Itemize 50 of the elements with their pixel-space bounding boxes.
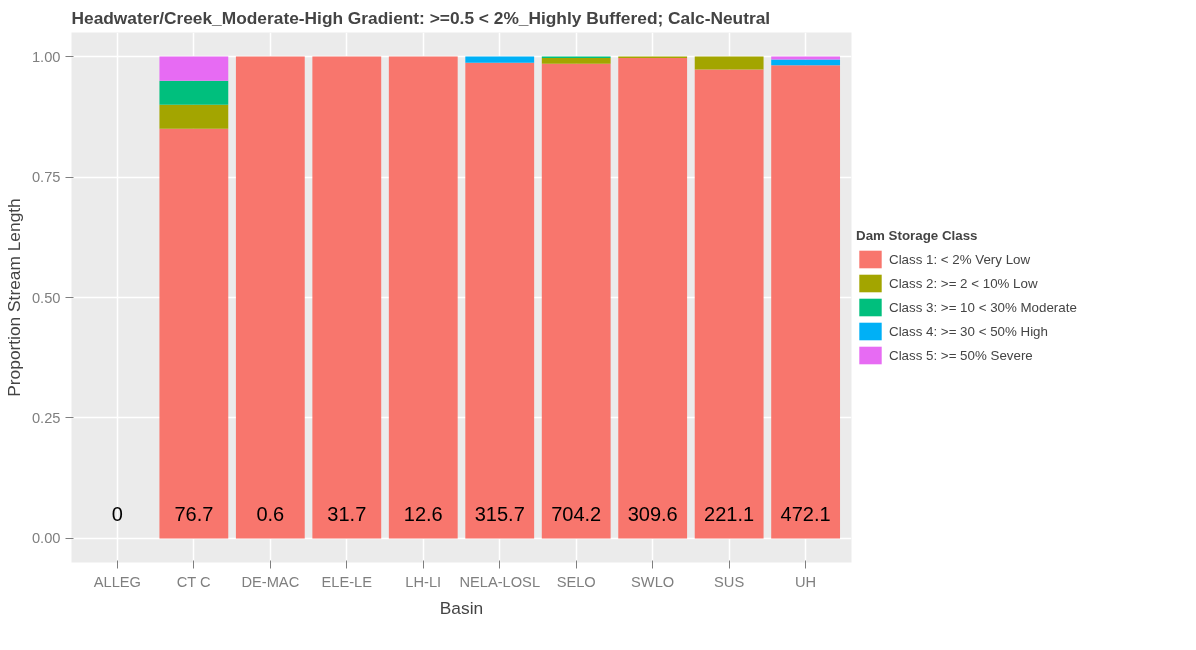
annotation: 0 <box>111 503 123 526</box>
legend-label: Class 5: >= 50% Severe <box>889 347 1033 363</box>
annotation: 31.7 <box>327 503 367 526</box>
x-tick-label: ALLEG <box>93 573 142 590</box>
legend-label: Class 4: >= 30 < 50% High <box>889 323 1048 339</box>
x-tick-label: LH-LI <box>405 573 442 590</box>
bar <box>694 56 764 70</box>
bar <box>388 56 458 539</box>
annotation: 12.6 <box>403 503 443 526</box>
legend-label: Class 2: >= 2 < 10% Low <box>889 275 1038 291</box>
bar <box>159 56 229 81</box>
x-tick-label: NELA-LOSL <box>459 573 541 590</box>
y-tick-label: 0.75 <box>31 169 61 186</box>
legend-title: Dam Storage Class <box>856 228 979 243</box>
x-tick-label: DE-MAC <box>241 573 300 590</box>
bar <box>541 58 611 64</box>
x-tick-label: SWLO <box>631 573 675 590</box>
x-tick-label: SUS <box>714 573 745 590</box>
bar <box>541 63 611 539</box>
annotation: 704.2 <box>551 503 602 526</box>
chart-title: Headwater/Creek_Moderate-High Gradient: >=0.5 < 2%_Highly Buffered; Calc-Neutral <box>71 7 771 28</box>
x-tick-label: SELO <box>556 573 596 590</box>
bar <box>159 128 229 539</box>
y-tick-label: 1.00 <box>31 48 61 65</box>
x-tick-label: CT C <box>176 573 212 590</box>
bar <box>465 56 535 63</box>
y-tick-label: 0.00 <box>31 530 61 547</box>
bar <box>618 58 688 539</box>
x-axis-title: Basin <box>439 597 484 618</box>
bar <box>771 65 841 539</box>
annotation: 315.7 <box>474 503 525 526</box>
bar <box>159 80 229 105</box>
annotation: 472.1 <box>780 503 831 526</box>
legend-label: Class 3: >= 10 < 30% Moderate <box>889 299 1077 315</box>
annotation: 221.1 <box>704 503 755 526</box>
annotation: 76.7 <box>174 503 214 526</box>
y-tick-label: 0.25 <box>31 409 61 426</box>
bar <box>465 62 535 539</box>
x-tick-label: UH <box>795 573 817 590</box>
bar <box>235 56 305 539</box>
annotation: 309.6 <box>627 503 678 526</box>
bar <box>771 59 841 66</box>
annotation: 0.6 <box>256 503 285 526</box>
x-tick-label: ELE-LE <box>321 573 373 590</box>
bar <box>312 56 382 539</box>
y-tick-label: 0.50 <box>31 289 61 306</box>
y-axis-title: Proportion Stream Length <box>3 198 24 397</box>
legend-label: Class 1: < 2% Very Low <box>889 251 1031 267</box>
bar <box>159 104 229 129</box>
bar <box>694 69 764 539</box>
